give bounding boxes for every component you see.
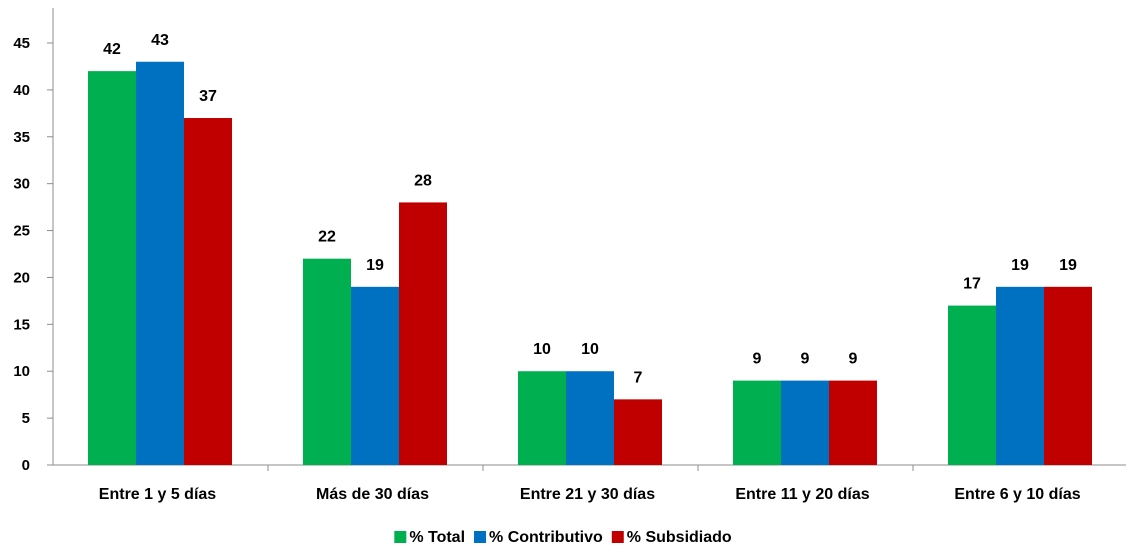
x-category-label: Entre 11 y 20 días [735,486,869,503]
data-label: 7 [634,369,643,386]
legend-item: % Subsidiado [611,529,732,546]
data-label: 42 [103,41,121,58]
data-label: 22 [318,229,336,246]
legend-swatch [474,531,487,543]
x-category-label: Entre 21 y 30 días [520,486,655,503]
data-label: 19 [1011,257,1029,274]
y-tick-label: 0 [22,457,30,474]
data-label: 10 [533,341,551,358]
y-tick-label: 15 [13,316,30,333]
legend-label: % Total [409,529,465,546]
y-axis: 0 5 10 15 20 25 30 35 40 45 [13,8,54,474]
x-category-label: Más de 30 días [316,486,429,503]
bar [1044,286,1092,465]
value-labels: 42 22 10 9 17 43 19 10 9 19 37 28 7 9 19 [103,32,1077,387]
data-label: 19 [1059,257,1077,274]
data-label: 10 [581,341,599,358]
bar [184,118,232,466]
legend-swatch [611,531,624,543]
y-tick-label: 40 [13,82,30,99]
data-label: 9 [801,351,810,368]
y-tick-label: 35 [13,129,30,146]
legend-swatch [394,531,407,543]
bar [518,371,566,465]
y-tick-label: 5 [22,410,30,427]
x-category-label: Entre 1 y 5 días [99,486,216,503]
bar [303,258,351,465]
legend-label: % Contributivo [489,529,603,546]
legend-label: % Subsidiado [627,529,732,546]
legend-item: % Total [394,529,465,546]
y-tick-label: 25 [13,223,30,240]
legend-item: % Contributivo [474,529,603,546]
bar [88,71,136,465]
legend: % Total % Contributivo % Subsidiado [394,529,732,546]
bar [996,286,1044,465]
bar [829,380,877,465]
bar [351,286,399,465]
data-label: 17 [963,276,981,293]
y-tick-label: 10 [13,363,30,380]
bar [733,380,781,465]
bars [88,61,1092,466]
bar [399,202,447,465]
y-tick-label: 45 [13,35,30,52]
bar [614,399,662,465]
data-label: 28 [414,172,432,189]
bar [566,371,614,465]
bar [948,305,996,465]
data-label: 43 [151,32,169,49]
data-label: 19 [366,257,384,274]
bar [781,380,829,465]
data-label: 9 [849,351,858,368]
bar [136,61,184,465]
data-label: 9 [753,351,762,368]
data-label: 37 [199,88,217,105]
x-axis: Entre 1 y 5 días Más de 30 días Entre 21 y… [53,464,1126,503]
y-tick-label: 30 [13,176,30,193]
y-tick-label: 20 [13,269,30,286]
x-category-label: Entre 6 y 10 días [954,486,1080,503]
